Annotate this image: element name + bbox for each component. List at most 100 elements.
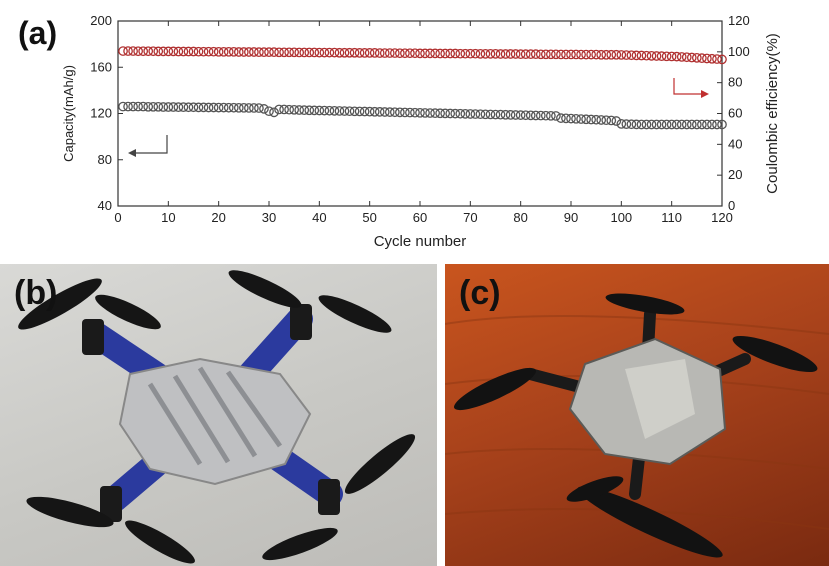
capacity-point (410, 107, 420, 118)
left-axis-arrowhead (128, 149, 136, 157)
efficiency-point (228, 46, 239, 57)
efficiency-point (208, 46, 219, 57)
capacity-point (445, 108, 456, 119)
capacity-point (500, 109, 511, 120)
capacity-point (374, 107, 385, 117)
efficiency-point (425, 48, 435, 59)
efficiency-point (651, 51, 662, 61)
capacity-point (515, 110, 526, 120)
efficiency-point (571, 49, 581, 60)
capacity-point (561, 113, 571, 124)
efficiency-point (576, 49, 586, 60)
capacity-point (621, 119, 632, 129)
efficiency-point (475, 48, 486, 59)
capacity-point (681, 119, 692, 130)
efficiency-point (249, 47, 259, 57)
capacity-point (384, 107, 395, 117)
efficiency-point (697, 53, 707, 64)
efficiency-point (671, 51, 682, 62)
capacity-point (254, 103, 264, 113)
efficiency-point (520, 49, 531, 59)
capacity-point (631, 119, 642, 130)
efficiency-point (435, 48, 445, 59)
panel-label-c: (c) (459, 274, 501, 312)
capacity-point (470, 109, 481, 119)
capacity-point (329, 105, 340, 116)
capacity-point (490, 109, 501, 120)
capacity-point (349, 106, 360, 117)
capacity-point (228, 102, 239, 113)
efficiency-point (218, 46, 229, 57)
capacity-point (435, 108, 445, 119)
efficiency-point (128, 46, 138, 56)
efficiency-point (314, 47, 325, 58)
efficiency-point (153, 46, 164, 57)
capacity-chart: 0 10 20 30 40 50 60 70 80 90 100 110 120 40 80 120 160 20… (0, 0, 829, 258)
capacity-point (369, 106, 380, 117)
capacity-point (425, 108, 435, 118)
capacity-point (646, 119, 657, 130)
y-left-tick-label: 40 (98, 198, 112, 213)
capacity-point (213, 102, 224, 113)
capacity-point (460, 108, 471, 119)
efficiency-point (525, 49, 536, 59)
capacity-point (309, 105, 320, 116)
efficiency-point (395, 48, 405, 59)
capacity-point (153, 101, 164, 112)
efficiency-point (183, 46, 194, 57)
capacity-point (133, 101, 143, 112)
efficiency-point (359, 48, 370, 58)
photo-drone-b: (b) (0, 264, 437, 566)
capacity-point (707, 119, 717, 130)
efficiency-point (168, 46, 179, 57)
capacity-point (379, 107, 390, 117)
capacity-point (702, 119, 712, 130)
efficiency-point (379, 48, 390, 58)
efficiency-point (238, 47, 249, 57)
efficiency-point (203, 46, 214, 57)
capacity-point (289, 104, 300, 115)
left-axis-arrow (133, 135, 168, 154)
y-right-tick-label: 80 (728, 75, 742, 90)
efficiency-point (455, 48, 466, 59)
efficiency-point (138, 46, 149, 57)
efficiency-point (430, 48, 440, 59)
capacity-point (405, 107, 415, 118)
efficiency-point (546, 49, 556, 60)
efficiency-point (495, 49, 506, 59)
capacity-point (123, 101, 133, 112)
capacity-point (279, 104, 289, 115)
efficiency-point (606, 49, 617, 60)
efficiency-point (173, 46, 184, 57)
efficiency-point (349, 47, 360, 58)
efficiency-point (213, 46, 224, 57)
capacity-point (697, 119, 707, 130)
capacity-point (671, 119, 682, 130)
efficiency-point (284, 47, 294, 58)
y-right-axis-label: Coulombic efficiency(%) (764, 33, 781, 194)
capacity-point (400, 107, 410, 118)
efficiency-point (244, 47, 254, 57)
efficiency-point (158, 46, 169, 57)
efficiency-point (621, 50, 632, 60)
capacity-point (712, 119, 722, 130)
efficiency-point (540, 49, 551, 60)
efficiency-point (264, 47, 274, 57)
efficiency-point (586, 49, 596, 60)
x-tick-label: 50 (362, 210, 376, 225)
capacity-point (551, 111, 561, 121)
efficiency-point (143, 46, 154, 57)
efficiency-point (505, 49, 516, 59)
efficiency-point (274, 47, 284, 58)
efficiency-point (661, 51, 672, 62)
efficiency-point (440, 48, 451, 59)
capacity-point (259, 104, 269, 114)
efficiency-point (561, 49, 571, 60)
capacity-point (138, 101, 149, 112)
efficiency-point (646, 50, 657, 61)
efficiency-point (364, 48, 375, 58)
efficiency-point (686, 52, 697, 63)
capacity-point (676, 119, 687, 130)
capacity-point (666, 119, 677, 130)
efficiency-point (626, 50, 637, 61)
